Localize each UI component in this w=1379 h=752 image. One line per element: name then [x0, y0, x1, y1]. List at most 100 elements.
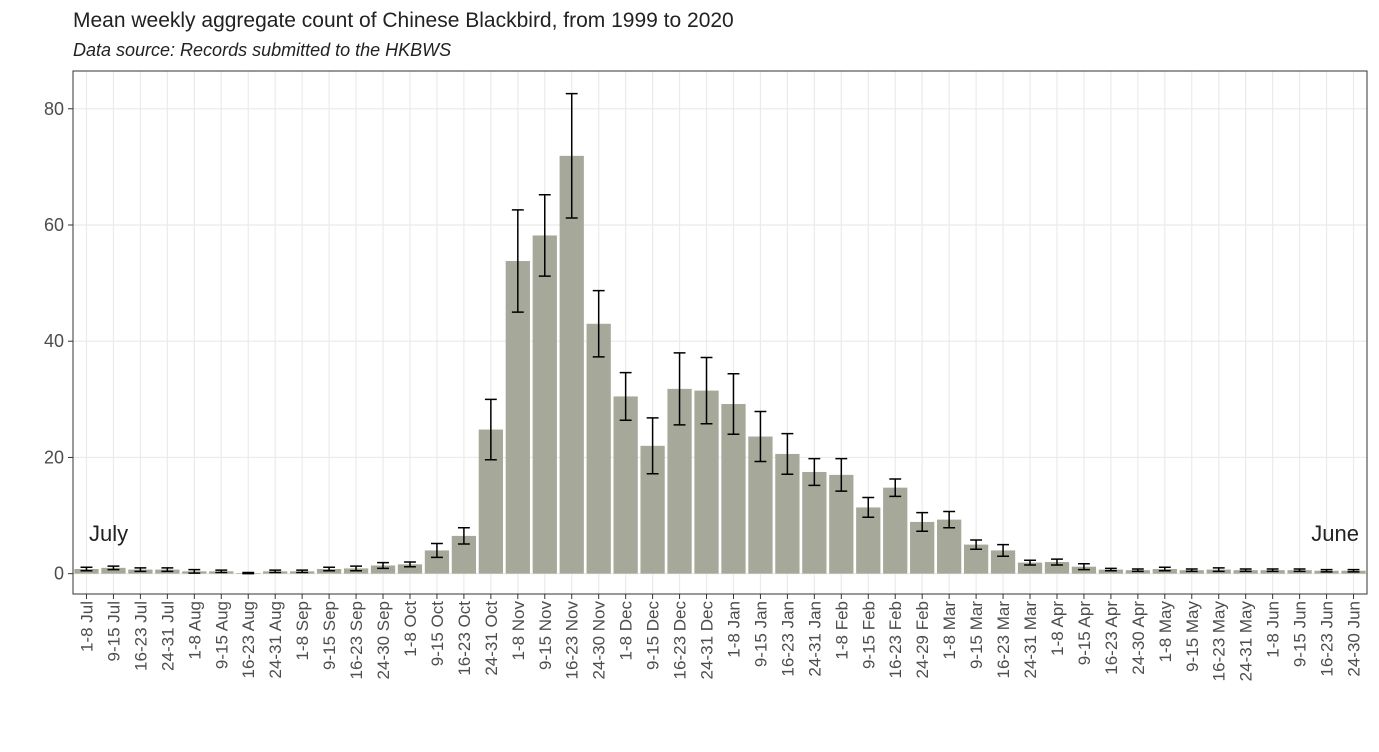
x-tick-label: 9-15 Apr [1075, 601, 1094, 666]
error-bar [619, 371, 632, 421]
x-tick-label: 9-15 Oct [428, 601, 447, 666]
error-bar [80, 566, 93, 572]
x-tick-label: 16-23 Oct [455, 601, 474, 676]
error-bar [1131, 568, 1144, 573]
x-tick-label: 16-23 Jan [778, 601, 797, 677]
x-tick-label: 9-15 Jan [751, 601, 770, 667]
error-bar [808, 457, 821, 487]
x-tick-label: 24-31 May [1237, 601, 1256, 682]
bar [397, 564, 423, 574]
error-bar [296, 569, 309, 574]
error-bar [835, 457, 848, 492]
x-tick-label: 9-15 Jun [1291, 601, 1310, 667]
x-tick-label: 24-30 Apr [1129, 601, 1148, 675]
bar [505, 261, 530, 574]
error-bar [484, 398, 497, 461]
x-tick-label: 1-8 Feb [832, 601, 851, 660]
x-tick-label: 24-31 Aug [266, 601, 285, 679]
error-bar [1320, 568, 1333, 573]
y-tick-label: 40 [44, 331, 64, 351]
bar [586, 323, 611, 574]
error-bar [1078, 563, 1090, 571]
x-tick-label: 9-15 May [1183, 601, 1202, 672]
error-bar [1347, 568, 1360, 573]
error-bar [538, 194, 551, 277]
x-tick-label: 1-8 Oct [401, 601, 420, 657]
x-tick-label: 1-8 Apr [1048, 601, 1067, 656]
error-bar [1104, 567, 1117, 572]
bar [424, 550, 450, 574]
error-bar [970, 539, 983, 551]
error-bar [1158, 566, 1171, 572]
error-bar [161, 567, 174, 573]
error-bar [1239, 568, 1252, 573]
x-tick-label: 24-31 Oct [482, 601, 501, 676]
error-bar [1024, 559, 1036, 566]
error-bar [511, 209, 524, 313]
error-bar [592, 289, 605, 358]
x-tick-label: 16-23 Jul [131, 601, 150, 671]
annotation: June [1311, 521, 1359, 546]
error-bar [107, 565, 120, 571]
chart-subtitle: Data source: Records submitted to the HK… [73, 40, 451, 60]
x-tick-label: 24-29 Feb [913, 601, 932, 679]
y-tick-label: 20 [44, 447, 64, 467]
bar [802, 471, 827, 574]
x-tick-label: 24-30 Nov [590, 601, 609, 680]
error-bar [215, 569, 228, 574]
y-tick-label: 0 [54, 564, 64, 584]
x-tick-label: 16-23 Aug [239, 601, 258, 679]
x-tick-label: 9-15 Feb [859, 601, 878, 669]
x-tick-label: 1-8 Jul [77, 601, 96, 652]
bar [101, 567, 126, 574]
error-bar [754, 410, 767, 463]
error-bar [1266, 568, 1279, 573]
error-bar [431, 542, 443, 559]
x-tick-label: 24-31 Jan [805, 601, 824, 677]
plot-background [73, 71, 1367, 594]
error-bar [943, 510, 956, 529]
error-bar [646, 417, 659, 475]
error-bar [323, 566, 336, 572]
error-bar [781, 432, 794, 476]
error-bar [727, 373, 740, 435]
x-tick-label: 16-23 Apr [1102, 601, 1121, 675]
error-bar [700, 356, 713, 425]
error-bar [242, 571, 255, 575]
bar [370, 565, 396, 574]
error-bar [997, 543, 1009, 557]
x-tick-label: 16-23 May [1210, 601, 1229, 682]
chart-title: Mean weekly aggregate count of Chinese B… [73, 9, 734, 32]
x-tick-label: 9-15 Jul [104, 601, 123, 661]
bar [1017, 562, 1043, 574]
bar [856, 507, 881, 574]
x-tick-label: 9-15 Sep [320, 601, 339, 670]
error-bar [1185, 568, 1198, 573]
bar [1098, 569, 1124, 574]
error-bar [404, 561, 416, 568]
bar [937, 519, 962, 574]
plot-border [72, 70, 1368, 595]
x-tick-label: 24-31 Jul [158, 601, 177, 671]
x-tick-label: 24-31 Dec [698, 601, 717, 680]
annotation: July [89, 521, 128, 546]
error-bar [188, 568, 201, 574]
error-bar [916, 511, 929, 532]
y-tick-label: 60 [44, 215, 64, 235]
error-bar [565, 92, 578, 219]
x-tick-label: 16-23 Jun [1318, 601, 1337, 677]
error-bar [377, 561, 389, 570]
x-tick-label: 1-8 Sep [293, 601, 312, 661]
bar [532, 235, 557, 574]
x-tick-label: 16-23 Nov [563, 601, 582, 680]
x-tick-label: 16-23 Sep [347, 601, 366, 679]
error-bar [1212, 567, 1225, 573]
x-tick-label: 24-30 Jun [1345, 601, 1364, 677]
error-bar [350, 565, 362, 572]
bar [559, 155, 584, 574]
bar [1044, 562, 1070, 574]
bar [990, 550, 1016, 574]
bar [883, 487, 908, 574]
